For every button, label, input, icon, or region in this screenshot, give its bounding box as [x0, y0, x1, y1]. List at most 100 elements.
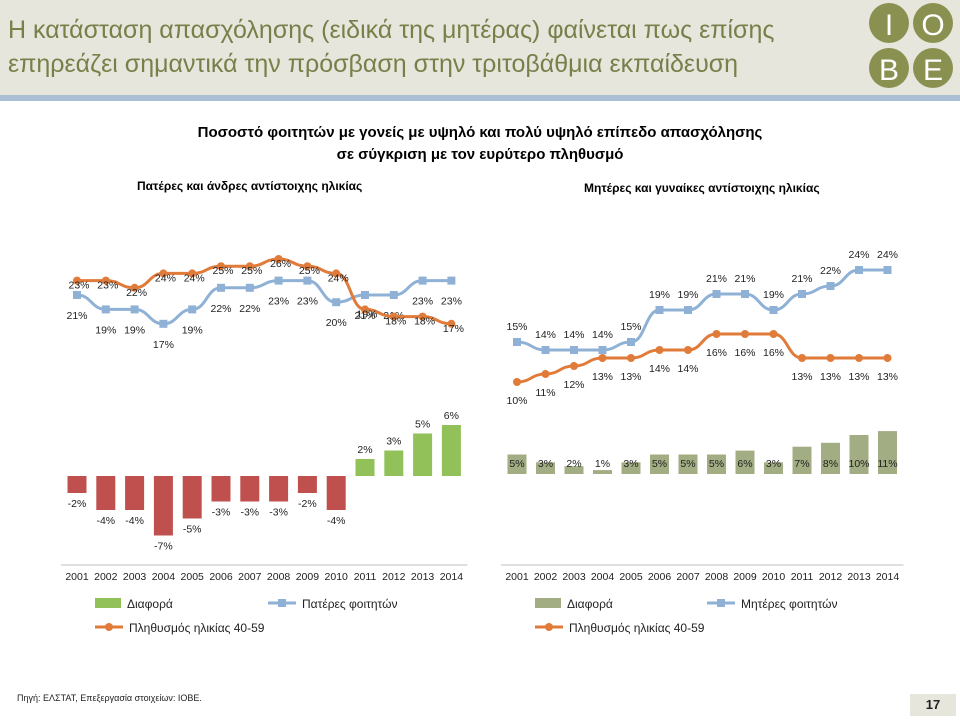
series-marker [361, 305, 369, 314]
series-marker [627, 338, 635, 346]
line-data-label: 14% [649, 363, 670, 375]
header-rule [0, 95, 960, 101]
line-data-label: 18% [385, 316, 406, 328]
line-data-label: 22% [210, 303, 231, 315]
bar [621, 462, 641, 474]
line-data-label: 13% [877, 371, 898, 383]
bar-data-label: 3% [623, 458, 638, 470]
line-data-label: 18% [414, 316, 435, 328]
bar [355, 459, 375, 476]
line-data-label: 14% [535, 329, 556, 341]
bar [125, 476, 145, 510]
legend-label: Μητέρες φοιτητών [741, 597, 838, 611]
bar-data-label: -2% [68, 498, 87, 510]
x-tick-label: 2013 [411, 571, 435, 583]
line-data-label: 24% [848, 249, 869, 261]
series-marker [73, 291, 81, 299]
line-data-label: 23% [268, 296, 289, 308]
series-marker [769, 330, 778, 338]
line-data-label: 19% [677, 289, 698, 301]
line-data-label: 23% [441, 296, 462, 308]
page-number: 17 [910, 694, 956, 716]
line-data-label: 21% [354, 310, 375, 322]
right-chart-subtitle: Μητέρες και γυναίκες αντίστοιχης ηλικίας [584, 181, 820, 195]
bar-data-label: -3% [212, 507, 231, 519]
line-data-label: 25% [299, 265, 320, 277]
line-data-label: 23% [68, 280, 89, 292]
series-marker [303, 276, 312, 285]
series-marker [627, 354, 635, 362]
line-data-label: 21% [66, 310, 87, 322]
bar-data-label: 5% [509, 458, 524, 470]
line-data-label: 13% [791, 371, 812, 383]
series-marker [245, 283, 254, 292]
x-tick-label: 2008 [267, 571, 291, 583]
bar [849, 435, 869, 474]
line-data-label: 14% [592, 329, 613, 341]
x-tick-label: 2007 [238, 571, 262, 583]
line-data-label: 19% [95, 324, 116, 336]
x-tick-label: 2001 [65, 571, 89, 583]
x-tick-label: 2011 [354, 571, 377, 583]
bar-data-label: 5% [415, 419, 430, 431]
line-data-label: 24% [184, 272, 205, 284]
series-marker [513, 378, 521, 386]
series-marker [541, 370, 550, 378]
bar [564, 466, 584, 474]
bar-data-label: 3% [766, 458, 781, 470]
line-data-label: 14% [563, 329, 584, 341]
line-data-label: 23% [97, 280, 118, 292]
legend-swatch-marker [545, 623, 553, 631]
line-data-label: 13% [820, 371, 841, 383]
series-marker [389, 291, 398, 299]
series-marker [303, 262, 312, 271]
bar-data-label: 5% [680, 458, 695, 470]
slide-title-line-2: επηρεάζει σημαντικά την πρόσβαση στην τρ… [8, 50, 739, 78]
slide-title-line-1: Η κατάσταση απασχόλησης (ειδικά της μητέ… [8, 16, 775, 44]
logo-letter: Ο [921, 9, 944, 42]
line-data-label: 16% [763, 347, 784, 359]
line-data-label: 15% [620, 321, 641, 333]
series-marker [274, 276, 283, 285]
series-marker [389, 312, 398, 321]
series-marker [712, 290, 721, 298]
bar-data-label: -4% [125, 515, 144, 527]
iobe-logo: Ι Ο Β Ε [869, 3, 953, 88]
line-data-label: 22% [820, 265, 841, 277]
bar-data-label: 3% [386, 436, 401, 448]
bar [67, 476, 87, 493]
line-data-label: 16% [706, 347, 727, 359]
line-data-label: 24% [155, 272, 176, 284]
x-tick-label: 2011 [791, 571, 814, 583]
x-tick-label: 2006 [209, 571, 233, 583]
bar-data-label: -4% [96, 515, 115, 527]
line-data-label: 19% [649, 289, 670, 301]
line-data-label: 11% [535, 387, 555, 399]
logo-letter: Ι [885, 9, 893, 42]
bar [96, 476, 116, 510]
bar [269, 476, 289, 502]
line-data-label: 12% [563, 379, 584, 391]
bar-data-label: 5% [652, 458, 667, 470]
series-marker [855, 266, 863, 274]
bar-data-label: 2% [357, 444, 372, 456]
bar-data-label: 11% [877, 458, 897, 470]
line-data-label: 21% [706, 273, 727, 285]
bar-data-label: 8% [823, 458, 838, 470]
x-tick-label: 2010 [325, 571, 349, 583]
bar [441, 425, 461, 476]
x-tick-label: 2010 [762, 571, 786, 583]
series-marker [418, 312, 427, 321]
series-marker [655, 306, 664, 314]
bar-data-label: -3% [269, 507, 288, 519]
bar [536, 462, 555, 474]
line-data-label: 23% [412, 296, 433, 308]
x-tick-label: 2002 [94, 571, 118, 583]
x-tick-label: 2014 [440, 571, 464, 583]
series-marker [361, 291, 369, 299]
bar [384, 450, 404, 476]
legend-label: Διαφορά [127, 597, 173, 611]
line-data-label: 22% [126, 287, 147, 299]
series-marker [245, 262, 254, 271]
x-tick-label: 2004 [152, 571, 176, 583]
